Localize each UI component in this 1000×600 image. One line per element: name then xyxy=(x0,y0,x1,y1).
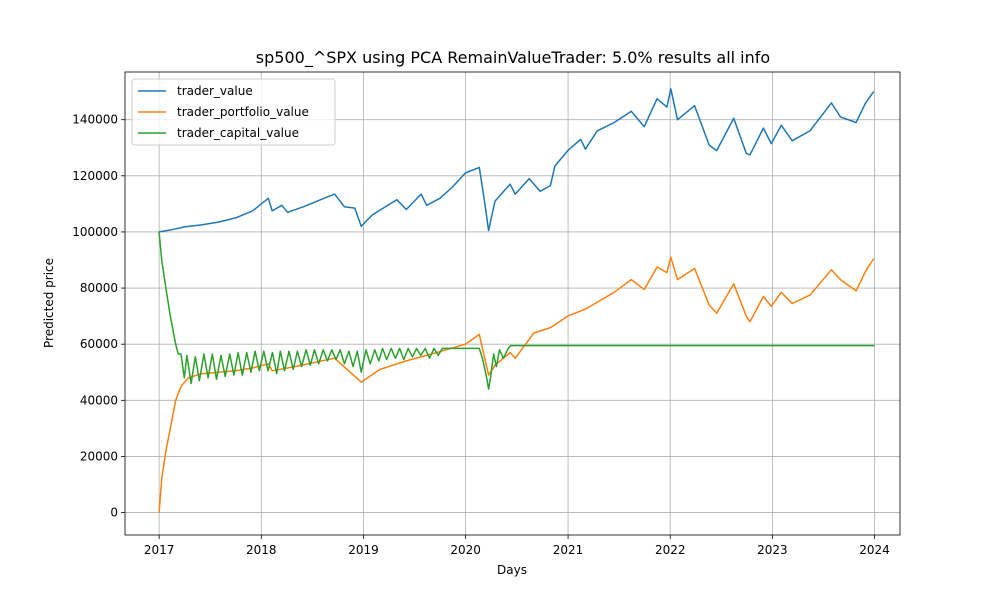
series-line-trader-portfolio-value xyxy=(158,256,875,513)
x-tick-label: 2017 xyxy=(144,543,175,557)
x-tick-label: 2022 xyxy=(655,543,686,557)
legend-box xyxy=(131,78,336,146)
x-tick-label: 2023 xyxy=(757,543,788,557)
legend-label: trader_portfolio_value xyxy=(177,105,309,119)
grid xyxy=(125,72,900,535)
y-tick-label: 140000 xyxy=(72,113,118,127)
y-tick-label: 20000 xyxy=(80,449,118,463)
x-tick-label: 2024 xyxy=(859,543,890,557)
plot-area xyxy=(124,71,901,536)
x-tick-label: 2021 xyxy=(553,543,584,557)
x-tick-label: 2018 xyxy=(246,543,277,557)
y-axis-label: Predicted price xyxy=(42,258,56,348)
legend-label: trader_capital_value xyxy=(177,126,299,140)
plot-frame xyxy=(124,71,901,536)
series-lines xyxy=(158,88,875,513)
y-tick-label: 80000 xyxy=(80,281,118,295)
x-tick-label: 2020 xyxy=(450,543,481,557)
x-axis: 2017 2018 2019 2020 2021 2022 2023 2024 xyxy=(144,535,890,557)
y-tick-label: 60000 xyxy=(80,337,118,351)
y-tick-label: 40000 xyxy=(80,393,118,407)
y-tick-label: 100000 xyxy=(72,225,118,239)
y-axis: 0 20000 40000 60000 80000 100000 120000 140000 xyxy=(72,113,125,520)
chart-title: sp500_^SPX using PCA RemainValueTrader: … xyxy=(256,48,770,68)
legend-label: trader_value xyxy=(177,84,253,98)
y-tick-label: 0 xyxy=(110,506,118,520)
y-tick-label: 120000 xyxy=(72,169,118,183)
x-tick-label: 2019 xyxy=(348,543,379,557)
legend: trader_value trader_portfolio_valuetrader… xyxy=(131,78,336,146)
x-axis-label: Days xyxy=(497,563,527,577)
series-line-trader-value xyxy=(158,88,875,233)
series-line-trader-capital-value xyxy=(158,231,875,390)
